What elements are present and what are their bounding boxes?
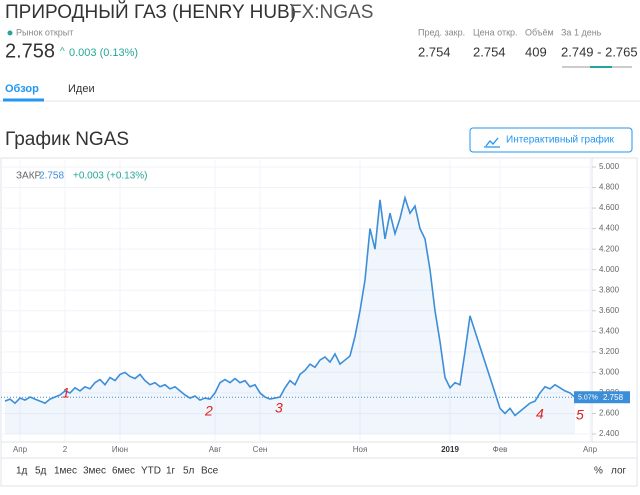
y-tick-label: 4.400 — [599, 224, 620, 233]
x-tick-label: Апр — [583, 445, 598, 454]
status: Рынок открыт — [16, 27, 73, 37]
symbol: FX:NGAS — [290, 2, 373, 23]
range-button[interactable]: 1г — [166, 466, 176, 477]
stat-label: Пред. закр. — [418, 27, 465, 37]
status-dot — [7, 30, 13, 36]
x-tick-label: Фев — [493, 445, 508, 454]
y-tick-label: 4.200 — [599, 244, 620, 253]
y-tick-label: 3.200 — [599, 347, 620, 356]
x-tick-label: 2019 — [441, 445, 459, 454]
y-tick-label: 3.800 — [599, 285, 620, 294]
line — [4, 194, 576, 417]
stat-label: За 1 день — [561, 27, 602, 37]
stat-value: 409 — [525, 44, 547, 59]
range-button[interactable]: 5л — [183, 466, 195, 477]
range-button[interactable]: YTD — [141, 466, 161, 477]
section-title: График NGAS — [5, 129, 129, 150]
range-button[interactable]: Все — [201, 466, 219, 477]
range-button[interactable]: 5д — [35, 466, 47, 477]
range-button[interactable]: 1д — [16, 466, 28, 477]
option-button[interactable]: % — [594, 466, 603, 477]
stat-label: Цена откр. — [473, 27, 518, 37]
change: 0.003 (0.13%) — [69, 47, 138, 59]
button-icon — [484, 137, 500, 148]
range-button[interactable]: 1мес — [54, 466, 77, 477]
annotation: 5 — [576, 407, 584, 423]
x-tick-label: Сен — [253, 445, 268, 454]
price-tag-percent: 5.07% — [578, 395, 598, 402]
annotation: 4 — [536, 406, 544, 422]
range-button[interactable]: 6мес — [112, 466, 135, 477]
y-tick-label: 4.600 — [599, 203, 620, 212]
x-tick-label: Ноя — [353, 445, 368, 454]
y-tick-label: 3.400 — [599, 326, 620, 335]
y-tick-label: 4.000 — [599, 265, 620, 274]
annotation: 3 — [275, 400, 283, 416]
x-tick-label: Авг — [209, 445, 222, 454]
price-tag-bg — [574, 391, 630, 404]
x-tick-label: 2 — [63, 445, 68, 454]
tab[interactable]: Обзор — [5, 83, 39, 95]
legend-value: 2.758 — [39, 171, 64, 182]
plot: 2.4002.6002.8003.0003.2003.4003.6003.800… — [1, 158, 630, 454]
chart-frame — [0, 157, 638, 487]
button[interactable] — [469, 127, 633, 153]
price: 2.758 — [5, 40, 55, 62]
tab[interactable]: Идеи — [68, 83, 95, 95]
legend-label: ЗАКР — [16, 171, 42, 182]
x-tick-label: Апр — [13, 445, 28, 454]
legend-change: +0.003 (+0.13%) — [73, 171, 148, 182]
change-arrow: ^ — [60, 47, 65, 58]
button-label: Интерактивный график — [506, 134, 614, 146]
y-tick-label: 3.600 — [599, 306, 620, 315]
y-tick-label: 5.000 — [599, 162, 620, 171]
x-tick-label: Июн — [112, 445, 128, 454]
annotation: 1 — [62, 385, 70, 401]
stat-value: 2.749 - 2.765 — [561, 44, 638, 59]
stat-value: 2.754 — [418, 44, 451, 59]
option-button[interactable]: лог — [611, 466, 627, 477]
y-tick-label: 4.800 — [599, 183, 620, 192]
title: ПРИРОДНЫЙ ГАЗ (HENRY HUB) — [5, 1, 296, 23]
area — [5, 197, 575, 434]
price-tag-value: 2.758 — [603, 393, 624, 402]
y-tick-label: 3.000 — [599, 367, 620, 376]
y-tick-label: 2.600 — [599, 409, 620, 418]
y-tick-label: 2.400 — [599, 429, 620, 438]
stat-label: Объём — [525, 27, 554, 37]
stat-value: 2.754 — [473, 44, 506, 59]
annotation: 2 — [204, 403, 213, 419]
range-button[interactable]: 3мес — [83, 466, 106, 477]
